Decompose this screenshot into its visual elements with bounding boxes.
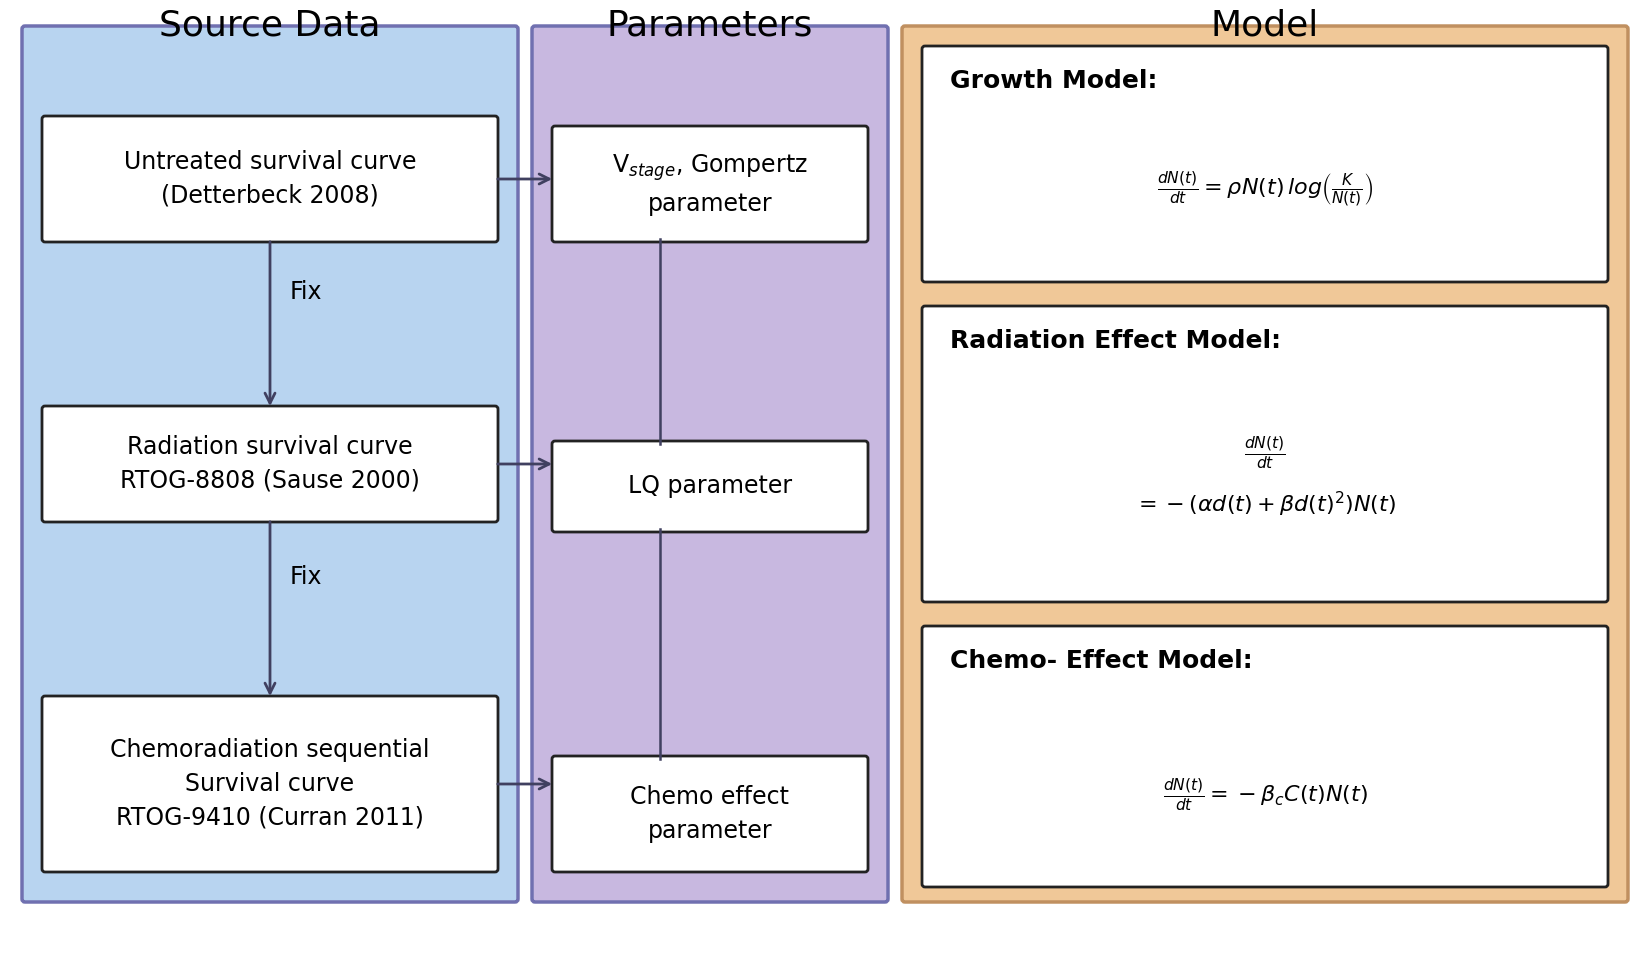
FancyBboxPatch shape: [903, 26, 1629, 902]
Text: $\frac{dN(t)}{dt} = -\beta_c C(t)N(t)$: $\frac{dN(t)}{dt} = -\beta_c C(t)N(t)$: [1163, 777, 1368, 814]
FancyBboxPatch shape: [41, 116, 498, 242]
Text: Radiation Effect Model:: Radiation Effect Model:: [950, 329, 1280, 353]
FancyBboxPatch shape: [922, 626, 1609, 887]
FancyBboxPatch shape: [922, 306, 1609, 602]
FancyBboxPatch shape: [922, 46, 1609, 282]
Text: Fix: Fix: [290, 565, 322, 589]
Text: Fix: Fix: [290, 280, 322, 304]
FancyBboxPatch shape: [553, 756, 868, 872]
FancyBboxPatch shape: [553, 441, 868, 532]
Text: Chemoradiation sequential
Survival curve
RTOG-9410 (Curran 2011): Chemoradiation sequential Survival curve…: [111, 738, 429, 830]
Text: LQ parameter: LQ parameter: [629, 475, 792, 499]
FancyBboxPatch shape: [41, 696, 498, 872]
Text: Parameters: Parameters: [607, 9, 813, 43]
Text: Source Data: Source Data: [160, 9, 381, 43]
Text: Chemo effect
parameter: Chemo effect parameter: [630, 785, 789, 843]
Text: Radiation survival curve
RTOG-8808 (Sause 2000): Radiation survival curve RTOG-8808 (Saus…: [120, 435, 421, 493]
Text: $\frac{dN(t)}{dt} = \rho N(t)\, log\left(\frac{K}{N(t)}\right)$: $\frac{dN(t)}{dt} = \rho N(t)\, log\left…: [1157, 169, 1373, 209]
Text: $\frac{dN(t)}{dt}$
$= -(\alpha d(t) + \beta d(t)^2)N(t)$: $\frac{dN(t)}{dt}$ $= -(\alpha d(t) + \b…: [1134, 434, 1396, 519]
FancyBboxPatch shape: [553, 126, 868, 242]
Text: Model: Model: [1211, 9, 1318, 43]
Text: V$_{stage}$, Gompertz
parameter: V$_{stage}$, Gompertz parameter: [612, 152, 808, 216]
FancyBboxPatch shape: [531, 26, 888, 902]
FancyBboxPatch shape: [21, 26, 518, 902]
Text: Untreated survival curve
(Detterbeck 2008): Untreated survival curve (Detterbeck 200…: [124, 151, 416, 208]
Text: Growth Model:: Growth Model:: [950, 69, 1157, 93]
Text: Chemo- Effect Model:: Chemo- Effect Model:: [950, 649, 1252, 673]
FancyBboxPatch shape: [41, 406, 498, 522]
